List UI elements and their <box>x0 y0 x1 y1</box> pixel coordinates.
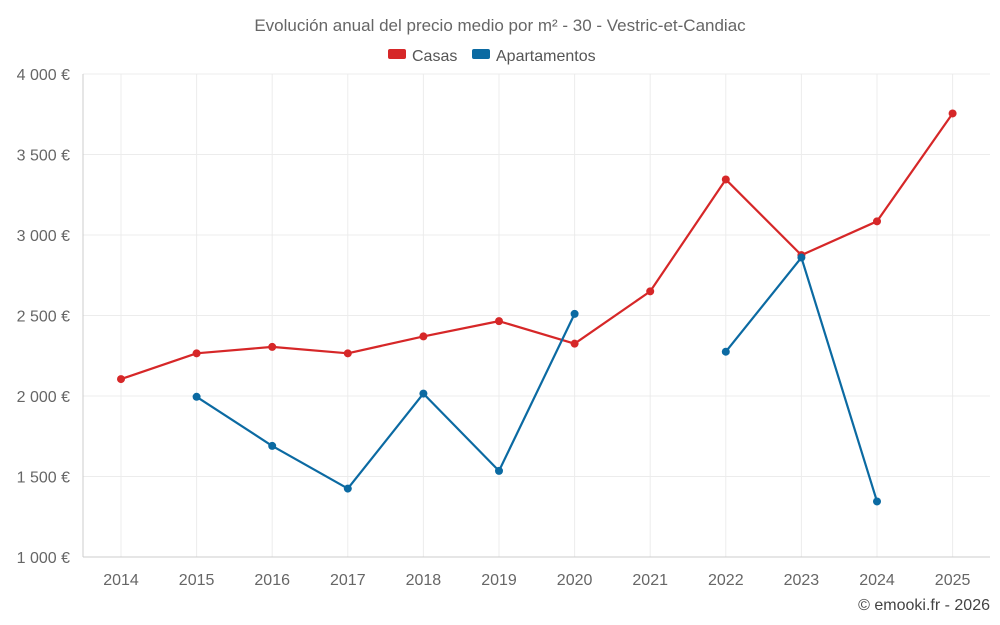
data-point-apartamentos-2020[interactable] <box>570 309 579 318</box>
series-line-casas <box>120 112 954 381</box>
data-point-apartamentos-2022[interactable] <box>721 347 730 356</box>
x-tick-label: 2017 <box>330 572 366 589</box>
x-tick-label: 2023 <box>784 572 820 589</box>
x-tick-label: 2016 <box>254 572 290 589</box>
axes: 1 000 € 1 500 € 2 000 € 2 500 € 3 000 € 3 500… <box>17 67 990 589</box>
data-point-casas-2015[interactable] <box>192 349 201 358</box>
y-tick-label: 2 500 € <box>17 309 70 326</box>
legend-item-casas[interactable]: Casas <box>388 48 457 65</box>
y-tick-label: 3 000 € <box>17 228 70 245</box>
y-tick-label: 3 500 € <box>17 148 70 165</box>
data-point-casas-2024[interactable] <box>873 217 881 226</box>
x-tick-label: 2019 <box>481 572 517 589</box>
series-line-apartamentos <box>196 313 576 490</box>
grid <box>83 73 990 557</box>
data-point-casas-2025[interactable] <box>948 109 957 118</box>
data-point-casas-2022[interactable] <box>721 175 730 184</box>
legend-label-apartamentos: Apartamentos <box>496 48 596 65</box>
x-tick-label: 2018 <box>406 572 442 589</box>
chart-title: Evolución anual del precio medio por m² … <box>254 16 746 35</box>
data-point-apartamentos-2019[interactable] <box>495 466 503 475</box>
data-point-casas-2018[interactable] <box>419 332 428 341</box>
x-tick-label: 2015 <box>179 572 215 589</box>
data-point-casas-2017[interactable] <box>343 349 352 358</box>
series-casas <box>117 109 957 384</box>
data-point-apartamentos-2018[interactable] <box>419 389 428 398</box>
data-point-casas-2014[interactable] <box>117 375 125 384</box>
y-tick-label: 1 000 € <box>17 550 70 567</box>
x-tick-label: 2025 <box>935 572 971 589</box>
x-tick-label: 2024 <box>859 572 895 589</box>
series-apartamentos <box>192 253 881 506</box>
legend-label-casas: Casas <box>412 48 457 65</box>
data-point-apartamentos-2016[interactable] <box>268 441 277 450</box>
y-tick-label: 2 000 € <box>17 389 70 406</box>
data-point-casas-2019[interactable] <box>495 317 503 326</box>
x-tick-label: 2014 <box>103 572 139 589</box>
credit: © emooki.fr - 2026 <box>858 597 990 614</box>
series <box>117 109 957 506</box>
y-tick-label: 4 000 € <box>17 67 70 84</box>
legend-swatch-casas <box>388 49 406 59</box>
x-tick-label: 2021 <box>632 572 668 589</box>
x-tick-label: 2020 <box>557 572 593 589</box>
data-point-apartamentos-2024[interactable] <box>873 497 881 506</box>
data-point-casas-2020[interactable] <box>570 339 579 348</box>
data-point-apartamentos-2015[interactable] <box>192 392 201 401</box>
x-tick-label: 2022 <box>708 572 744 589</box>
y-tick-label: 1 500 € <box>17 470 70 487</box>
data-point-casas-2021[interactable] <box>646 287 655 296</box>
legend-item-apartamentos[interactable]: Apartamentos <box>472 48 596 65</box>
legend: Casas Apartamentos <box>388 48 596 65</box>
legend-swatch-apartamentos <box>472 49 490 59</box>
data-point-casas-2016[interactable] <box>268 342 277 351</box>
data-point-apartamentos-2017[interactable] <box>343 484 352 493</box>
data-point-apartamentos-2023[interactable] <box>797 253 806 262</box>
